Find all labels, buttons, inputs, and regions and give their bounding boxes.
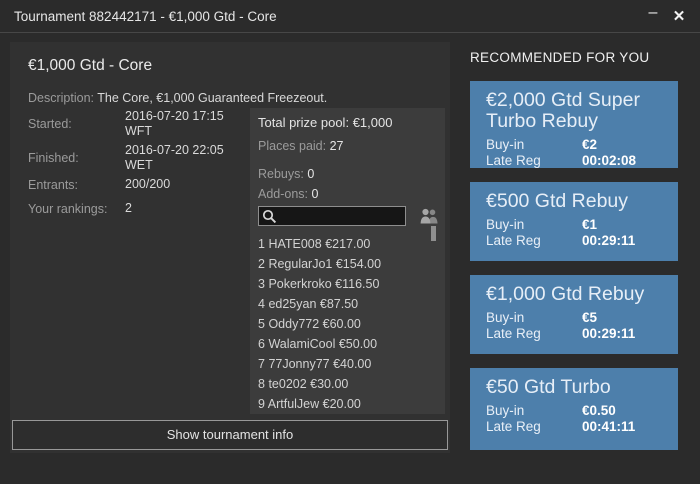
ranking-row[interactable]: 8 te0202 €30.00 <box>258 377 349 391</box>
recommended-tile-50-turbo[interactable]: €50 Gtd Turbo Buy-in €0.50 Late Reg 00:4… <box>470 368 678 450</box>
latereg-value: 00:02:08 <box>582 153 637 168</box>
tournament-description: Description: The Core, €1,000 Guaranteed… <box>28 91 438 105</box>
places-paid-label: Places paid: <box>258 139 327 153</box>
rebuys: Rebuys: 0 <box>258 167 437 181</box>
minimize-icon[interactable]: – <box>648 4 658 21</box>
places-paid-value: 27 <box>329 139 344 153</box>
description-label: Description: <box>28 91 94 105</box>
recommended-tile-super-turbo-rebuy[interactable]: €2,000 Gtd Super Turbo Rebuy Buy-in €2 L… <box>470 81 678 168</box>
buyin-value: €1 <box>582 217 598 232</box>
tile-buyin-row: Buy-in €1 <box>486 217 662 233</box>
ranking-row[interactable]: 1 HATE008 €217.00 <box>258 237 371 251</box>
buyin-value: €2 <box>582 137 598 152</box>
latereg-label: Late Reg <box>486 153 541 168</box>
latereg-value: 00:29:11 <box>582 326 636 341</box>
ranking-row[interactable]: 3 Pokerkroko €116.50 <box>258 277 380 291</box>
buyin-label: Buy-in <box>486 137 525 152</box>
player-search-row <box>258 206 440 226</box>
tile-latereg-row: Late Reg 00:41:11 <box>486 419 662 435</box>
field-value: 2016-07-20 22:05 WET <box>125 143 224 172</box>
latereg-value: 00:41:11 <box>582 419 636 434</box>
tile-buyin-row: Buy-in €2 <box>486 137 662 153</box>
description-text: The Core, €1,000 Guaranteed Freezeout. <box>97 91 328 105</box>
latereg-label: Late Reg <box>486 233 541 248</box>
tile-buyin-row: Buy-in €5 <box>486 310 662 326</box>
ranking-row[interactable]: 2 RegularJo1 €154.00 <box>258 257 382 271</box>
field-your-rankings: Your rankings: 2 <box>28 201 250 216</box>
total-prize-pool: Total prize pool: €1,000 <box>258 115 437 130</box>
tournament-info-panel: €1,000 Gtd - Core Description: The Core,… <box>10 42 450 453</box>
field-finished: Finished: 2016-07-20 22:05 WET <box>28 143 250 173</box>
field-value: 2 <box>125 201 132 215</box>
payout-rankings-list: 1 HATE008 €217.00 2 RegularJo1 €154.00 3… <box>258 234 437 414</box>
player-search-input[interactable] <box>258 206 406 226</box>
field-label: Entrants: <box>28 177 79 192</box>
places-paid: Places paid: 27 <box>258 139 437 153</box>
recommended-tiles: €2,000 Gtd Super Turbo Rebuy Buy-in €2 L… <box>470 81 678 450</box>
rankings-scrollbar-thumb[interactable] <box>431 226 436 241</box>
ranking-row[interactable]: 6 WalamiCool €50.00 <box>258 337 378 351</box>
total-prize-pool-label: Total prize pool: <box>258 115 350 130</box>
tile-latereg-row: Late Reg 00:29:11 <box>486 326 662 342</box>
buyin-value: €5 <box>582 310 598 325</box>
latereg-label: Late Reg <box>486 326 541 341</box>
field-label: Your rankings: <box>28 201 108 216</box>
window-title: Tournament 882442171 - €1,000 Gtd - Core <box>14 8 277 24</box>
tile-buyin-row: Buy-in €0.50 <box>486 403 662 419</box>
recommended-tile-1000-rebuy[interactable]: €1,000 Gtd Rebuy Buy-in €5 Late Reg 00:2… <box>470 275 678 354</box>
close-icon[interactable]: ✕ <box>672 8 686 25</box>
latereg-value: 00:29:11 <box>582 233 636 248</box>
field-value: 2016-07-20 17:15 WFT <box>125 109 224 138</box>
prize-panel: Total prize pool: €1,000 Places paid: 27… <box>250 108 445 414</box>
field-label: Started: <box>28 117 72 131</box>
tile-title: €500 Gtd Rebuy <box>486 190 629 212</box>
buyin-value: €0.50 <box>582 403 616 418</box>
latereg-label: Late Reg <box>486 419 541 434</box>
window-titlebar: Tournament 882442171 - €1,000 Gtd - Core… <box>0 0 700 33</box>
field-value: 200/200 <box>125 177 171 191</box>
ranking-row[interactable]: 7 77Jonny77 €40.00 <box>258 357 372 371</box>
tile-title: €2,000 Gtd Super Turbo Rebuy <box>486 89 640 132</box>
tile-latereg-row: Late Reg 00:29:11 <box>486 233 662 249</box>
recommended-panel: RECOMMENDED FOR YOU €2,000 Gtd Super Tur… <box>470 50 678 450</box>
buyin-label: Buy-in <box>486 217 525 232</box>
ranking-row[interactable]: 9 ArtfulJew €20.00 <box>258 397 361 411</box>
ranking-row[interactable]: 5 Oddy772 €60.00 <box>258 317 361 331</box>
field-label: Finished: <box>28 151 79 165</box>
rebuys-label: Rebuys: <box>258 167 304 181</box>
recommended-tile-500-rebuy[interactable]: €500 Gtd Rebuy Buy-in €1 Late Reg 00:29:… <box>470 182 678 261</box>
tile-title: €50 Gtd Turbo <box>486 376 611 398</box>
addons-label: Add-ons: <box>258 187 309 201</box>
search-icon <box>262 209 277 224</box>
search-field-wrap <box>258 206 406 226</box>
recommended-header: RECOMMENDED FOR YOU <box>470 50 650 65</box>
buyin-label: Buy-in <box>486 310 525 325</box>
tile-title: €1,000 Gtd Rebuy <box>486 283 645 305</box>
tournament-heading: €1,000 Gtd - Core <box>28 57 153 74</box>
addons-value: 0 <box>311 187 319 201</box>
field-entrants: Entrants: 200/200 <box>28 177 250 192</box>
players-icon <box>420 208 438 224</box>
rebuys-value: 0 <box>307 167 315 181</box>
ranking-row[interactable]: 4 ed25yan €87.50 <box>258 297 359 311</box>
show-tournament-info-button[interactable]: Show tournament info <box>12 420 448 450</box>
total-prize-pool-value: €1,000 <box>352 115 393 130</box>
tile-latereg-row: Late Reg 00:02:08 <box>486 153 662 169</box>
buyin-label: Buy-in <box>486 403 525 418</box>
field-started: Started: 2016-07-20 17:15 WFT <box>28 109 250 139</box>
addons: Add-ons: 0 <box>258 187 437 201</box>
tournament-fields: Started: 2016-07-20 17:15 WFT Finished: … <box>28 109 250 225</box>
players-filter-button[interactable] <box>418 208 440 224</box>
